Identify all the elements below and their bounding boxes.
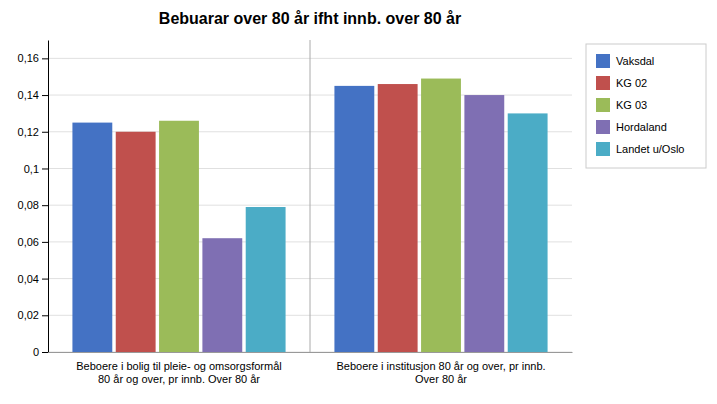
- y-tick: 0,02: [18, 309, 48, 321]
- y-tick-label: 0,08: [18, 199, 39, 211]
- x-tick-label: Beboere i institusjon 80 år og over, pr …: [336, 360, 545, 385]
- x-tick-label-line: Beboere i bolig til pleie- og omsorgsfor…: [76, 360, 281, 372]
- y-tick-mark: [42, 132, 48, 133]
- legend-swatch: [596, 54, 610, 68]
- legend: Vaksdal KG 02 KG 03 Hordaland Landet u/Oslo: [586, 44, 706, 168]
- y-tick-label: 0,04: [18, 273, 39, 285]
- legend-swatch: [596, 142, 610, 156]
- bar: [159, 121, 199, 352]
- y-tick-label: 0,14: [18, 89, 39, 101]
- legend-swatch: [596, 76, 610, 90]
- x-axis-line: [49, 352, 573, 353]
- legend-item: KG 03: [596, 98, 647, 112]
- legend-label: Vaksdal: [616, 55, 654, 67]
- bar: [246, 207, 286, 352]
- legend-swatch: [596, 120, 610, 134]
- bar: [508, 113, 548, 352]
- legend-item: Landet u/Oslo: [596, 142, 685, 156]
- x-tick: Beboere i institusjon 80 år og over, pr …: [336, 360, 545, 385]
- y-tick: 0,1: [24, 162, 48, 174]
- y-tick: 0,06: [18, 236, 48, 248]
- y-tick-label: 0,02: [18, 309, 39, 321]
- chart-title: Bebuarar over 80 år ifht innb. over 80 å…: [159, 10, 461, 27]
- x-tick-label-line: Beboere i institusjon 80 år og over, pr …: [336, 360, 545, 372]
- y-tick-label: 0,1: [24, 162, 39, 174]
- y-tick-mark: [42, 315, 48, 316]
- y-tick: 0,14: [18, 89, 48, 101]
- legend-frame: [586, 44, 706, 168]
- bar: [72, 123, 112, 352]
- x-axis: Beboere i bolig til pleie- og omsorgsfor…: [49, 353, 573, 386]
- legend-item: KG 02: [596, 76, 647, 90]
- legend-label: KG 02: [616, 77, 647, 89]
- legend-label: Hordaland: [616, 121, 667, 133]
- x-tick-label: Beboere i bolig til pleie- og omsorgsfor…: [76, 360, 281, 385]
- y-tick-mark: [42, 95, 48, 96]
- x-tick-label-line: Over 80 år: [415, 373, 467, 385]
- y-tick-mark: [42, 168, 48, 169]
- y-tick-mark: [42, 58, 48, 59]
- y-tick-label: 0,16: [18, 52, 39, 64]
- bar: [116, 132, 156, 352]
- bar: [378, 84, 418, 352]
- y-axis: 0 0,02 0,04 0,06 0,08 0,1 0,12 0,14 0,16: [18, 41, 49, 359]
- plot-area: 0 0,02 0,04 0,06 0,08 0,1 0,12 0,14 0,16 Beboere …: [18, 40, 573, 385]
- legend-label: KG 03: [616, 99, 647, 111]
- y-tick: 0,16: [18, 52, 48, 64]
- y-tick-mark: [42, 205, 48, 206]
- legend-label: Landet u/Oslo: [616, 143, 685, 155]
- y-tick-label: 0: [33, 346, 39, 358]
- x-tick: Beboere i bolig til pleie- og omsorgsfor…: [76, 360, 281, 385]
- legend-swatch: [596, 98, 610, 112]
- bar: [334, 86, 374, 352]
- legend-item: Vaksdal: [596, 54, 654, 68]
- y-tick: 0,12: [18, 126, 48, 138]
- y-tick: 0,08: [18, 199, 48, 211]
- legend-item: Hordaland: [596, 120, 667, 134]
- y-tick-label: 0,12: [18, 126, 39, 138]
- y-axis-line: [48, 41, 49, 353]
- y-tick-label: 0,06: [18, 236, 39, 248]
- chart-svg: Bebuarar over 80 år ifht innb. over 80 å…: [0, 0, 717, 404]
- group-separator: [310, 40, 311, 352]
- y-tick: 0,04: [18, 273, 48, 285]
- y-tick-mark: [42, 279, 48, 280]
- bar: [202, 238, 242, 352]
- bars: [72, 40, 547, 352]
- chart-container: Bebuarar over 80 år ifht innb. over 80 å…: [0, 0, 717, 404]
- bar: [464, 95, 504, 352]
- y-tick-mark: [42, 352, 48, 353]
- bar: [421, 79, 461, 352]
- x-tick-label-line: 80 år og over, pr innb. Over 80 år: [98, 373, 260, 385]
- y-tick-mark: [42, 242, 48, 243]
- y-tick: 0: [33, 346, 48, 358]
